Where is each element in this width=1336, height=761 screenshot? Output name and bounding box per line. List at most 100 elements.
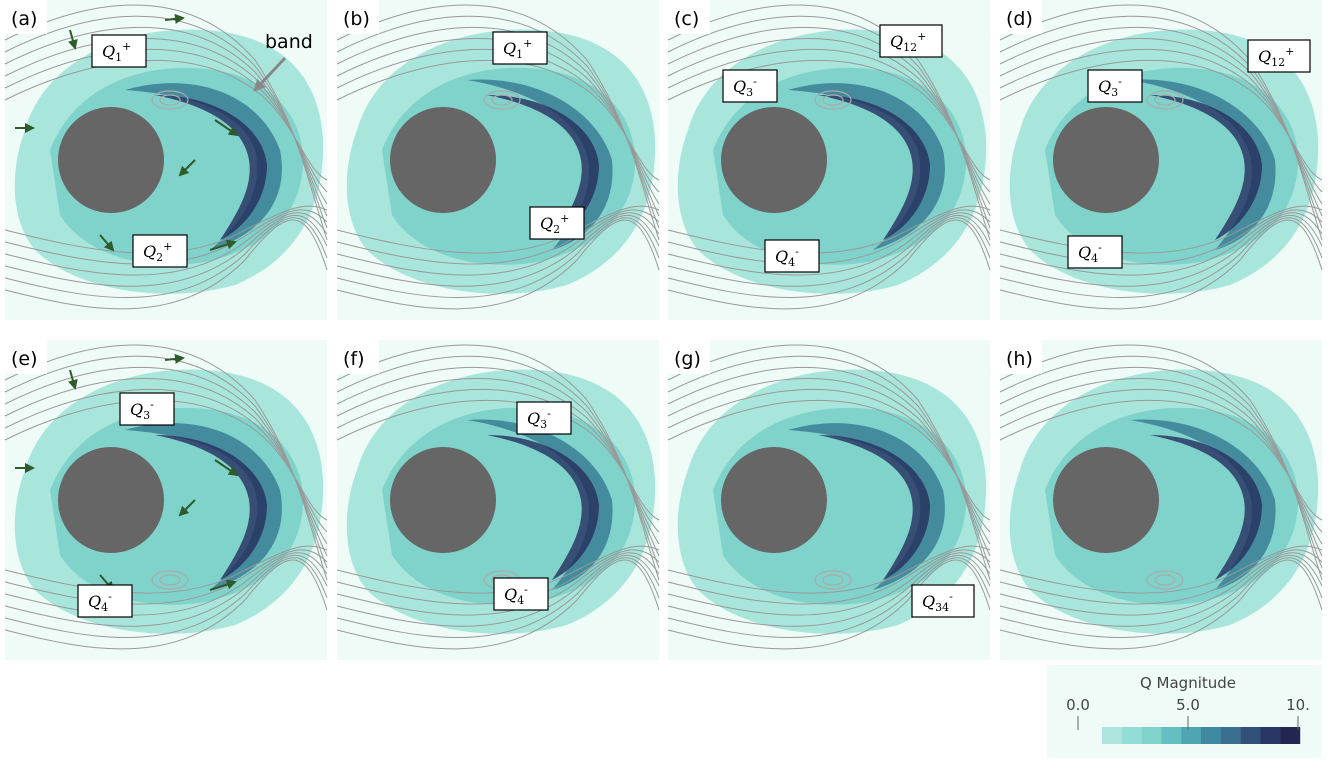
panel-label: (c) [674, 8, 699, 30]
cylinder [721, 107, 827, 213]
superscript: + [122, 40, 131, 53]
symbol: Q [1078, 243, 1091, 262]
symbol: Q [1098, 77, 1111, 96]
superscript: - [1118, 75, 1122, 88]
subscript: 4 [1091, 252, 1098, 265]
subscript: 4 [517, 594, 524, 607]
symbol: Q [503, 39, 516, 58]
panel: (e)Q3-Q4- [5, 340, 327, 660]
subscript: 3 [143, 409, 150, 422]
subscript: 2 [156, 251, 163, 264]
superscript: + [1285, 45, 1294, 58]
q-annotation: Q4- [494, 578, 548, 610]
cylinder [1053, 107, 1159, 213]
superscript: - [547, 407, 551, 420]
cylinder [58, 107, 164, 213]
panel-label: (f) [343, 348, 365, 370]
symbol: Q [527, 409, 540, 428]
subscript: 3 [1111, 86, 1118, 99]
q-annotation: Q3- [723, 70, 777, 102]
colorbar-step [1102, 727, 1122, 744]
figure: (a)bandQ1+Q2+(b)Q1+Q2+(c)Q3-Q12+Q4-(d)Q3… [0, 0, 1336, 761]
colorbar-step [1142, 727, 1162, 744]
cylinder [721, 447, 827, 553]
q-annotation: Q4- [1068, 236, 1122, 268]
panel-label: (e) [11, 348, 38, 370]
colorbar-step [1181, 727, 1201, 744]
q-annotation: Q3- [120, 393, 174, 425]
q-annotation: Q4- [765, 240, 819, 272]
superscript: - [949, 590, 953, 603]
superscript: + [560, 212, 569, 225]
colorbar-tick-label: 10. [1286, 696, 1310, 714]
band-label: band [265, 31, 313, 53]
q-annotation: Q4- [78, 585, 132, 617]
symbol: Q [922, 592, 935, 611]
symbol: Q [775, 247, 788, 266]
cylinder [1053, 447, 1159, 553]
subscript: 34 [935, 601, 949, 614]
colorbar: Q Magnitude 0.0 5.0 10. [1047, 665, 1321, 758]
subscript: 12 [903, 41, 917, 54]
symbol: Q [130, 400, 143, 419]
subscript: 4 [101, 601, 108, 614]
panel-label: (g) [674, 348, 701, 370]
superscript: + [917, 30, 926, 43]
colorbar-title: Q Magnitude [1140, 674, 1236, 692]
panel: (f)Q3-Q4- [337, 340, 659, 660]
colorbar-step [1122, 727, 1142, 744]
superscript: - [108, 590, 112, 603]
superscript: - [753, 75, 757, 88]
superscript: - [795, 245, 799, 258]
panel: (b)Q1+Q2+ [337, 0, 659, 320]
panel-label: (a) [11, 8, 37, 30]
superscript: - [1098, 241, 1102, 254]
superscript: - [150, 398, 154, 411]
q-annotation: Q1+ [92, 35, 146, 67]
superscript: - [524, 583, 528, 596]
colorbar-tick-label: 0.0 [1066, 696, 1090, 714]
colorbar-step [1221, 727, 1241, 744]
symbol: Q [1258, 47, 1271, 66]
colorbar-step [1280, 727, 1300, 744]
panel-label: (h) [1006, 348, 1033, 370]
symbol: Q [102, 42, 115, 61]
q-annotation: Q12+ [880, 25, 942, 57]
q-annotation: Q12+ [1248, 40, 1310, 72]
cylinder [390, 107, 496, 213]
subscript: 3 [746, 86, 753, 99]
superscript: + [523, 37, 532, 50]
panel: (g) Q34- [668, 340, 990, 660]
q-annotation: Q3- [1088, 70, 1142, 102]
symbol: Q [890, 32, 903, 51]
panel: (c)Q3-Q12+Q4- [668, 0, 990, 320]
colorbar-tick-label: 5.0 [1176, 696, 1200, 714]
cylinder [390, 447, 496, 553]
colorbar-step [1201, 727, 1221, 744]
colorbar-step [1260, 727, 1280, 744]
symbol: Q [504, 585, 517, 604]
symbol: Q [733, 77, 746, 96]
subscript: 1 [115, 51, 122, 64]
panel-label: (d) [1006, 8, 1033, 30]
symbol: Q [88, 592, 101, 611]
subscript: 12 [1271, 56, 1285, 69]
panel: (d)Q3-Q12+Q4- [1000, 0, 1322, 320]
subscript: 3 [540, 418, 547, 431]
symbol: Q [143, 242, 156, 261]
cylinder [58, 447, 164, 553]
subscript: 2 [553, 223, 560, 236]
panel: (h) [1000, 340, 1322, 660]
q-annotation: Q1+ [493, 32, 547, 64]
q-annotation: Q2+ [133, 235, 187, 267]
q-annotation: Q3- [517, 402, 571, 434]
q-annotation: Q2+ [530, 207, 584, 239]
panel-label: (b) [343, 8, 370, 30]
colorbar-step [1161, 727, 1181, 744]
symbol: Q [540, 214, 553, 233]
colorbar-step [1241, 727, 1261, 744]
subscript: 1 [516, 48, 523, 61]
q-annotation: Q34- [912, 585, 974, 617]
subscript: 4 [788, 256, 795, 269]
